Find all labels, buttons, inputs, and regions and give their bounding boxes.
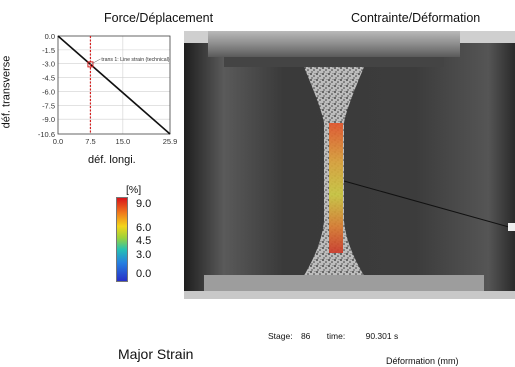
- time-value: 90.301 s: [365, 331, 399, 341]
- y-tick-label: -1.5: [42, 46, 55, 55]
- right-panel-title: Contrainte/Déformation: [351, 11, 481, 25]
- x-tick-label: 25.9: [163, 137, 178, 146]
- y-tick-label: -6.0: [42, 87, 55, 96]
- x-tick-label: 0.0: [53, 137, 63, 146]
- chart-x-axis-label: déf. longi.: [88, 154, 136, 166]
- annotation-leader: [92, 58, 101, 64]
- y-tick-label: -7.5: [42, 101, 55, 110]
- time-label: time:: [326, 331, 346, 341]
- lower-grip: [204, 275, 484, 291]
- colorbar-value-label: 3.0: [136, 249, 152, 261]
- y-tick-label: -10.6: [38, 130, 55, 139]
- strain-colorbar: [116, 197, 128, 282]
- strain-line-chart: 0.0-1.5-3.0-4.5-6.0-7.5-9.0-10.60.0 7.5 15…: [38, 32, 178, 146]
- colorbar-value-label: 4.5: [136, 235, 152, 247]
- camera-view[interactable]: [184, 31, 515, 299]
- stage-time-readout: Stage: 86 time: 90.301 s: [268, 331, 398, 341]
- y-tick-label: -3.0: [42, 60, 55, 69]
- upper-grip: [208, 31, 460, 57]
- specimen-image: [184, 31, 515, 299]
- cursor-marker: [87, 61, 94, 68]
- left-panel-title: Force/Déplacement: [104, 11, 214, 25]
- strain-overlay: [329, 123, 343, 253]
- deformation-title: Déformation (mm): [386, 356, 459, 366]
- major-strain-title: Major Strain: [118, 346, 194, 362]
- chart-y-axis-label: déf. transverse: [0, 55, 13, 129]
- series-line: [57, 35, 171, 135]
- x-tick-label: 7.5: [85, 137, 95, 146]
- colorbar-value-label: 6.0: [136, 222, 152, 234]
- y-tick-label: 0.0: [45, 32, 55, 41]
- colorbar-unit-label: [%]: [126, 184, 142, 196]
- series-annotation: trans 1: Line strain (technical): [101, 57, 169, 63]
- y-tick-label: -4.5: [42, 74, 55, 83]
- stage-value: 86: [300, 331, 311, 341]
- colorbar-value-label: 9.0: [136, 198, 152, 210]
- plot-frame: [57, 35, 171, 135]
- y-tick-label: -9.0: [42, 115, 55, 124]
- x-tick-label: 15.0: [116, 137, 131, 146]
- stage-label: Stage:: [268, 331, 293, 341]
- colorbar-value-label: 0.0: [136, 268, 152, 280]
